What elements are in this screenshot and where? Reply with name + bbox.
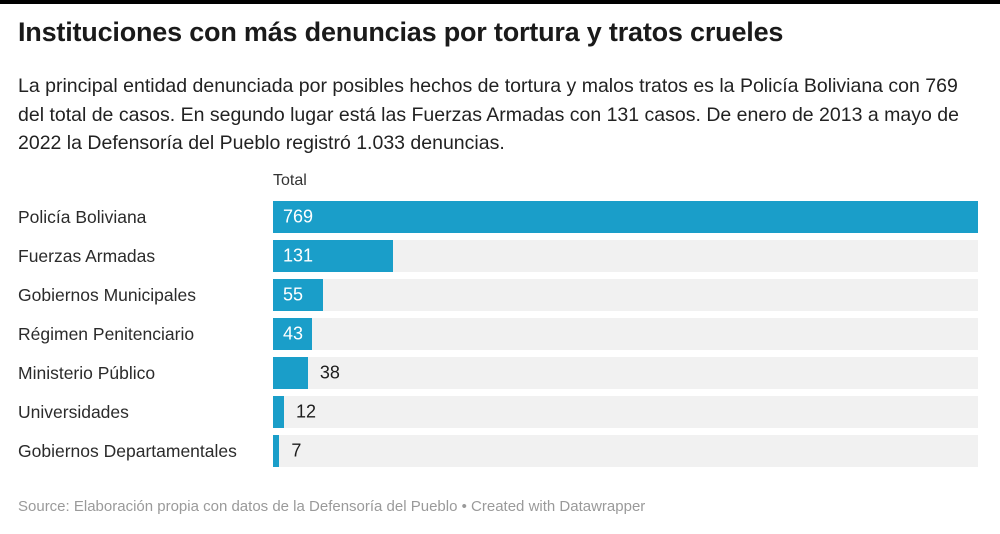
bar-category-label: Gobiernos Municipales [18,284,197,305]
bar-category-label: Ministerio Público [18,362,156,383]
bar-category-label: Policía Boliviana [18,206,147,227]
bar-track: 769 [273,200,978,233]
bar-row: Gobiernos Municipales 55 [18,278,978,311]
bar [273,278,324,311]
bar-chart: Policía Boliviana 769 Fuerzas Armadas 13… [18,200,978,467]
bar [273,200,978,233]
bar-value-label: 38 [319,362,340,382]
bar-row: Régimen Penitenciario 43 [18,317,978,350]
column-header-total: Total [273,171,307,189]
bar-category-label: Régimen Penitenciario [18,323,195,344]
bar [273,317,313,350]
bar-value-label: 43 [283,323,304,343]
bar-row: Policía Boliviana 769 [18,200,978,233]
bar-value-label: 769 [283,206,314,226]
bar-track: 131 [273,239,978,272]
bar-row: Universidades 12 [18,395,978,428]
bar-category-label: Universidades [18,401,129,422]
bar-value-label: 55 [283,284,304,304]
bar-value-label: 131 [283,245,314,265]
bar [273,356,308,389]
bar-row: Ministerio Público 38 [18,356,978,389]
bar [273,395,284,428]
bar-row: Fuerzas Armadas 131 [18,239,978,272]
bar-track: 7 [273,434,978,467]
bar-category-label: Fuerzas Armadas [18,245,156,266]
bar [273,434,280,467]
bar-category-label: Gobiernos Departamentales [18,440,237,461]
chart-title: Instituciones con más denuncias por tort… [18,17,784,47]
source-line: Source: Elaboración propia con datos de … [18,497,646,515]
top-border-rule [0,0,1000,4]
bar-value-label: 12 [296,401,317,421]
bar-row: Gobiernos Departamentales 7 [18,434,978,467]
bar-track: 55 [273,278,978,311]
bar-track: 38 [273,356,978,389]
bar-value-label: 7 [291,440,302,460]
chart-description: La principal entidad denunciada por posi… [18,75,959,154]
bar [273,239,394,272]
bar-track: 43 [273,317,978,350]
bar-track: 12 [273,395,978,428]
